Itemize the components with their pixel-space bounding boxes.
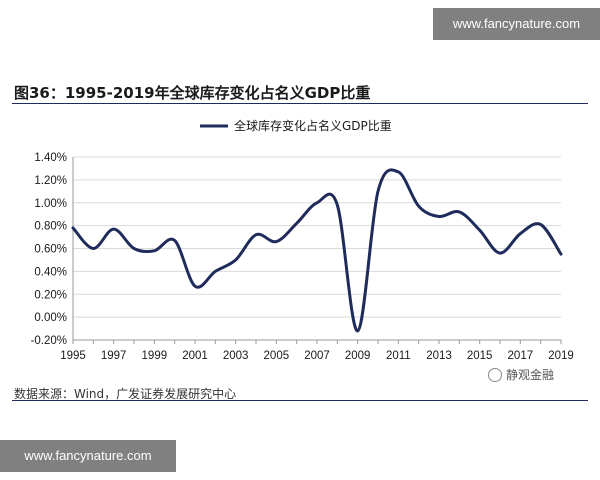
data-point-1997 (112, 227, 116, 231)
data-point-1999 (152, 249, 156, 253)
x-tick-label: 2015 (467, 350, 493, 362)
chart-legend: 全球库存变化占名义GDP比重 (200, 118, 392, 133)
data-point-2000 (173, 238, 177, 242)
y-tick-label: 1.40% (34, 152, 67, 164)
data-point-2017 (518, 232, 522, 236)
brand-logo-icon (488, 367, 502, 382)
data-point-1996 (91, 247, 95, 251)
y-tick-label: 0.20% (34, 289, 67, 301)
data-point-2005 (274, 240, 278, 244)
bottom-rule (12, 400, 588, 401)
data-point-2001 (193, 284, 197, 288)
x-tick-label: 1995 (60, 350, 86, 362)
data-point-2013 (437, 214, 441, 218)
brand-badge: 静观金融 (488, 366, 554, 383)
y-tick-label: 1.20% (34, 175, 67, 187)
data-point-2008 (335, 203, 339, 207)
data-point-2006 (295, 221, 299, 225)
y-tick-label: 1.00% (34, 198, 67, 210)
data-point-2014 (457, 210, 461, 214)
data-point-2018 (539, 222, 543, 226)
data-point-2016 (498, 251, 502, 255)
x-tick-label: 2007 (304, 350, 330, 362)
x-tick-label: 1999 (142, 350, 168, 362)
y-tick-label: -0.20% (31, 335, 67, 347)
data-point-2003 (234, 258, 238, 262)
x-tick-label: 2005 (264, 350, 290, 362)
x-tick-label: 2013 (426, 350, 452, 362)
y-tick-label: 0.60% (34, 244, 67, 256)
data-point-2007 (315, 201, 319, 205)
x-tick-label: 2001 (182, 350, 208, 362)
data-point-2012 (417, 204, 421, 208)
data-point-2002 (213, 269, 217, 273)
data-point-2004 (254, 233, 258, 237)
x-tick-label: 2019 (548, 350, 574, 362)
data-point-2015 (478, 228, 482, 232)
brand-label: 静观金融 (506, 368, 555, 382)
data-point-2009 (356, 329, 360, 333)
watermark-bottom: www.fancynature.com (0, 440, 176, 472)
y-tick-label: 0.00% (34, 312, 67, 324)
series-line (71, 168, 563, 333)
y-tick-label: 0.40% (34, 266, 67, 278)
title-rule (12, 103, 588, 104)
watermark-top: www.fancynature.com (433, 8, 600, 40)
data-point-2019 (559, 252, 563, 256)
figure-title: 图36：1995-2019年全球库存变化占名义GDP比重 (14, 84, 371, 102)
x-tick-label: 2011 (386, 350, 411, 362)
data-point-1998 (132, 247, 136, 251)
x-tick-label: 1997 (101, 350, 127, 362)
y-tick-label: 0.80% (34, 221, 67, 233)
source-note: 数据来源：Wind，广发证券发展研究中心 (14, 387, 237, 401)
data-point-2010 (376, 189, 380, 193)
x-tick-label: 2009 (345, 350, 371, 362)
data-point-2011 (396, 170, 400, 174)
x-tick-label: 2017 (508, 350, 534, 362)
data-point-1995 (71, 226, 75, 230)
x-tick-label: 2003 (223, 350, 249, 362)
legend-label: 全球库存变化占名义GDP比重 (234, 118, 392, 133)
